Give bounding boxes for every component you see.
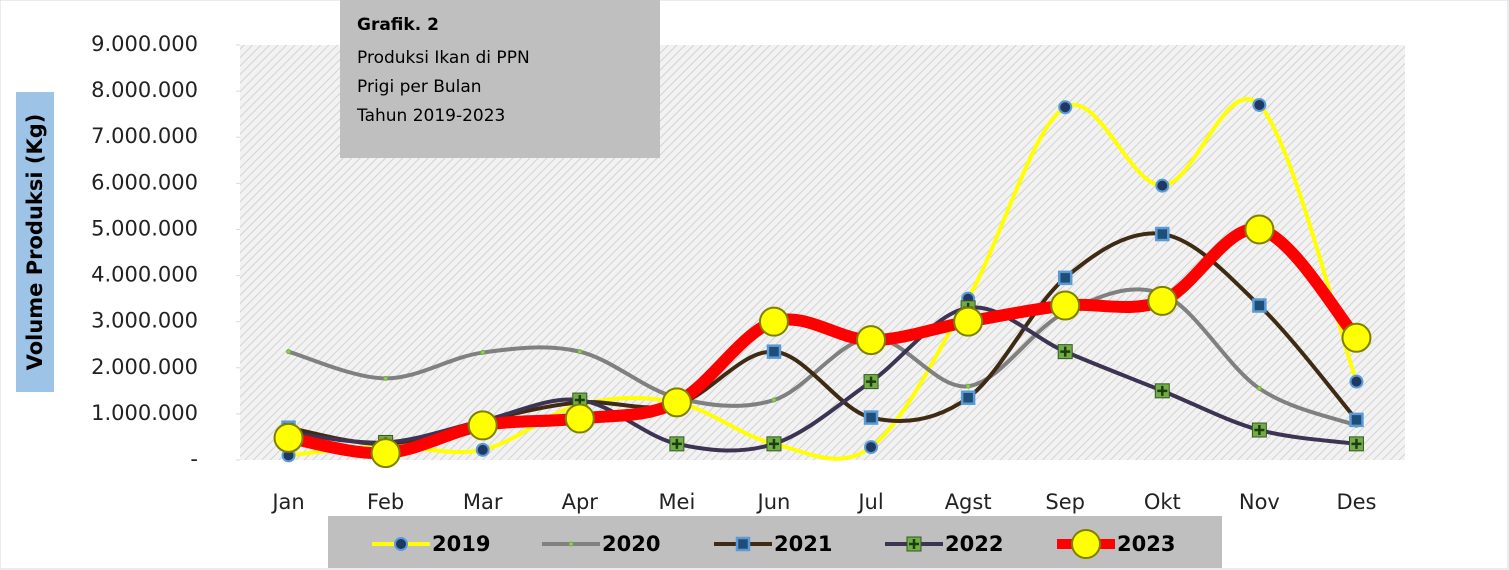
x-tick-label: Jun bbox=[756, 490, 791, 514]
marker bbox=[370, 438, 401, 469]
legend-label: 2022 bbox=[945, 532, 1003, 556]
marker bbox=[273, 422, 304, 453]
marker bbox=[1154, 383, 1170, 399]
legend-label: 2023 bbox=[1117, 532, 1175, 556]
y-tick-label: 7.000.000 bbox=[91, 124, 198, 148]
y-tick-label: 4.000.000 bbox=[91, 263, 198, 287]
y-tick-label: 9.000.000 bbox=[91, 32, 198, 56]
marker bbox=[863, 374, 879, 390]
x-tick-label: Apr bbox=[562, 490, 599, 514]
y-tick-label: 1.000.000 bbox=[91, 401, 198, 425]
y-tick-label: 6.000.000 bbox=[91, 170, 198, 194]
y-tick-label: 8.000.000 bbox=[91, 78, 198, 102]
x-tick-label: Nov bbox=[1239, 490, 1280, 514]
marker-plus bbox=[1157, 385, 1168, 396]
marker bbox=[577, 349, 583, 355]
marker-plus bbox=[909, 539, 919, 549]
y-label-bg bbox=[16, 92, 54, 392]
marker bbox=[1349, 412, 1364, 428]
marker bbox=[564, 403, 595, 434]
marker-plus bbox=[1254, 425, 1265, 436]
legend-label: 2021 bbox=[774, 532, 832, 556]
x-tick-label: Feb bbox=[367, 490, 404, 514]
marker-plus bbox=[768, 438, 779, 449]
marker bbox=[1057, 270, 1073, 286]
y-tick-label: 5.000.000 bbox=[91, 216, 198, 240]
line bbox=[286, 97, 1359, 461]
marker bbox=[864, 440, 879, 455]
marker bbox=[1155, 226, 1170, 242]
marker bbox=[1155, 178, 1170, 193]
chart-subtitle: Produksi Ikan di PPN bbox=[357, 48, 530, 68]
marker bbox=[735, 536, 751, 552]
marker bbox=[1348, 436, 1364, 452]
marker bbox=[1058, 100, 1073, 115]
marker bbox=[965, 383, 971, 389]
y-tick-label: 2.000.000 bbox=[91, 355, 198, 379]
x-tick-label: Mar bbox=[463, 490, 503, 514]
marker bbox=[771, 397, 777, 403]
marker bbox=[1057, 344, 1073, 360]
marker bbox=[661, 387, 692, 418]
marker bbox=[1050, 290, 1081, 321]
marker-plus bbox=[1351, 438, 1362, 449]
marker bbox=[953, 306, 984, 337]
marker bbox=[394, 537, 408, 551]
marker bbox=[1252, 97, 1267, 112]
x-tick-label: Sep bbox=[1045, 490, 1085, 514]
marker-plus bbox=[671, 438, 682, 449]
y-tick-label: - bbox=[190, 447, 198, 471]
marker bbox=[758, 306, 789, 337]
marker bbox=[1071, 529, 1101, 559]
chart-subtitle: Prigi per Bulan bbox=[357, 77, 482, 97]
y-axis-label: Volume Produksi (Kg) bbox=[23, 114, 47, 371]
chart-subtitle: Tahun 2019-2023 bbox=[356, 106, 505, 126]
marker bbox=[856, 325, 887, 356]
marker bbox=[467, 410, 498, 441]
marker bbox=[475, 442, 490, 457]
y-tick-label: 3.000.000 bbox=[91, 309, 198, 333]
marker bbox=[572, 392, 588, 408]
marker bbox=[960, 390, 976, 405]
marker bbox=[669, 436, 685, 452]
marker bbox=[1147, 285, 1178, 316]
legend-label: 2020 bbox=[602, 532, 660, 556]
x-tick-label: Des bbox=[1336, 490, 1376, 514]
x-tick-label: Jan bbox=[270, 490, 304, 514]
marker bbox=[383, 375, 389, 381]
marker bbox=[766, 436, 782, 452]
marker bbox=[568, 541, 574, 547]
x-tick-label: Mei bbox=[658, 490, 695, 514]
marker-plus bbox=[866, 376, 877, 387]
marker bbox=[1349, 374, 1364, 389]
chart-title: Grafik. 2 bbox=[357, 15, 439, 35]
marker bbox=[480, 350, 486, 356]
title-box bbox=[340, 0, 660, 158]
marker bbox=[766, 344, 782, 359]
marker bbox=[863, 410, 879, 425]
marker-plus bbox=[574, 395, 585, 406]
marker bbox=[1341, 322, 1372, 353]
marker bbox=[1256, 386, 1262, 392]
marker bbox=[1244, 214, 1275, 245]
marker bbox=[286, 349, 292, 355]
marker bbox=[1252, 298, 1267, 313]
series bbox=[273, 214, 1372, 469]
legend-label: 2019 bbox=[432, 532, 490, 556]
x-tick-label: Okt bbox=[1144, 490, 1181, 514]
x-tick-label: Jul bbox=[856, 490, 883, 514]
marker bbox=[1251, 422, 1267, 438]
x-tick-label: Agst bbox=[945, 490, 992, 514]
marker bbox=[906, 536, 922, 552]
marker-plus bbox=[1060, 346, 1071, 357]
